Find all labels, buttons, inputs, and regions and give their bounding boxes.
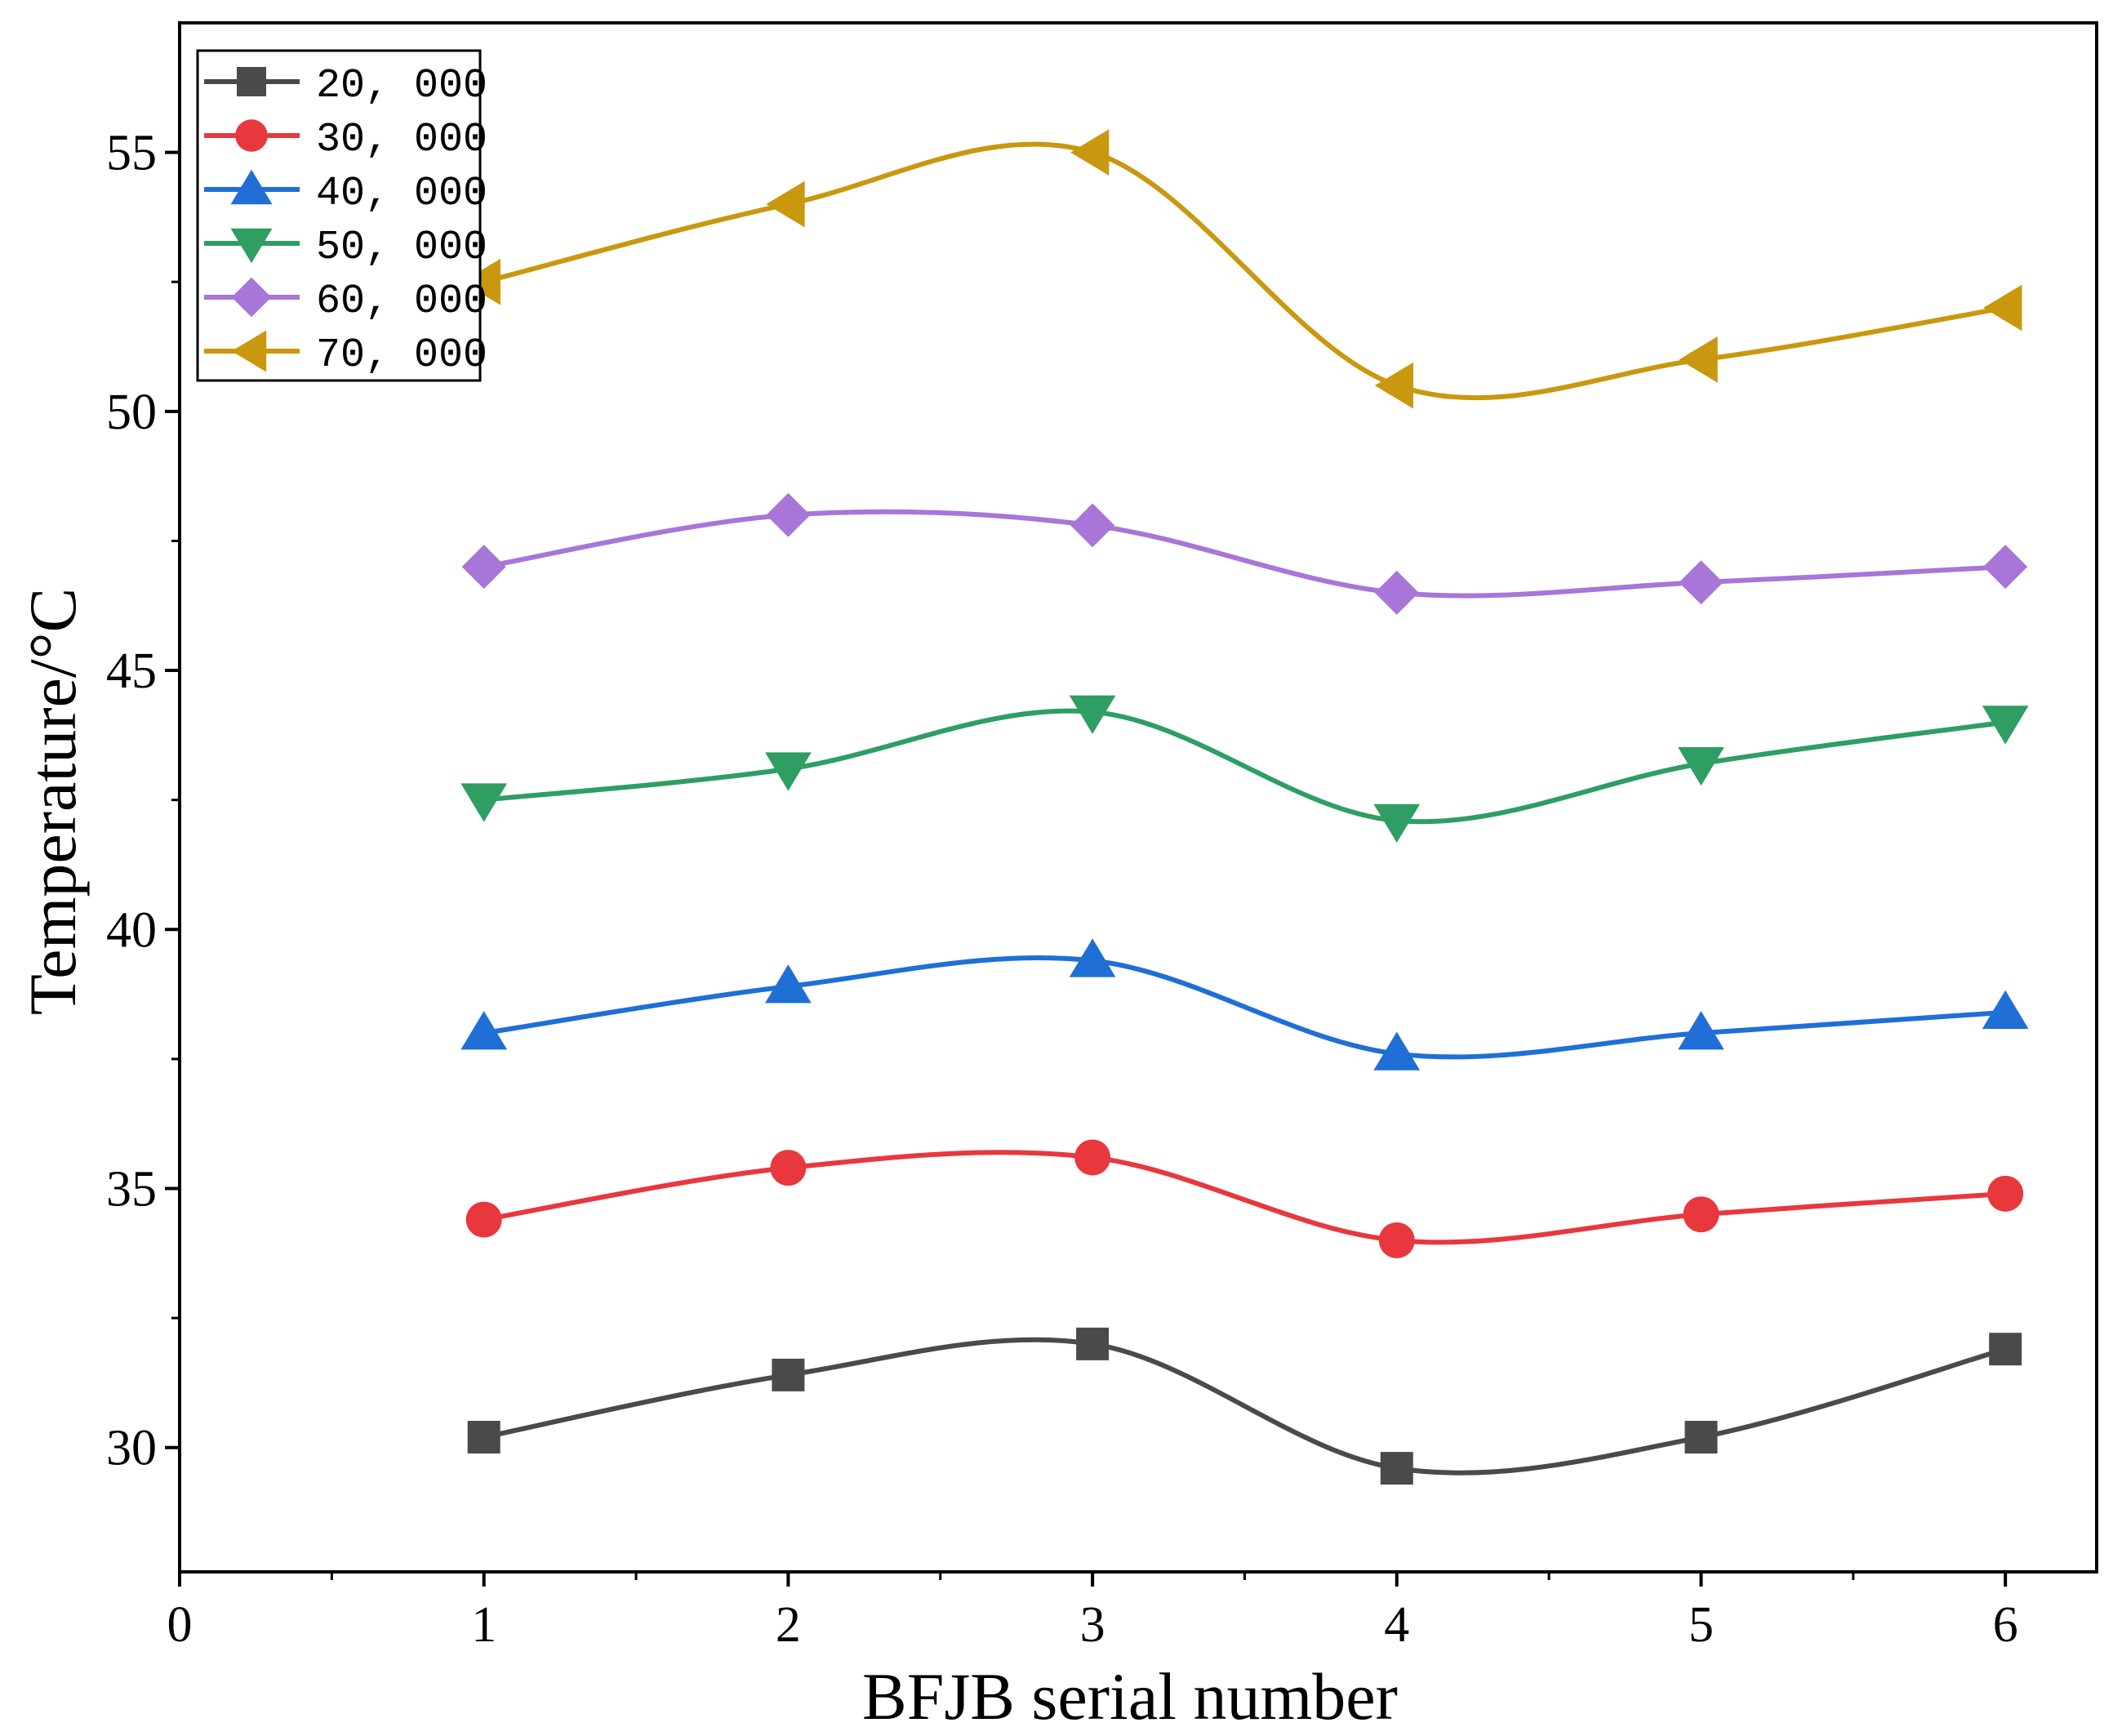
legend: 20, 000 30, 000 40, 000 50, 000 60, 000 70, 0… — [196, 49, 487, 382]
data-point — [1983, 284, 2022, 332]
series-6 — [461, 129, 2022, 409]
data-point — [1069, 695, 1116, 734]
x-axis: 0 1 2 3 4 5 6 — [167, 1572, 2018, 1653]
legend-marker — [237, 67, 266, 96]
legend-marker — [230, 228, 273, 264]
data-point — [1374, 362, 1414, 409]
data-point — [1069, 938, 1116, 977]
y-tick-label: 50 — [106, 385, 157, 440]
legend-item: 20, 000 — [204, 63, 487, 109]
legend-label: 60, 000 — [316, 278, 487, 325]
legend-label: 40, 000 — [316, 171, 487, 217]
data-point — [1070, 129, 1110, 176]
legend-marker — [231, 277, 272, 318]
x-tick-label: 5 — [1688, 1597, 1714, 1653]
series-line — [483, 509, 2006, 599]
data-point — [1989, 1333, 2022, 1366]
legend-label: 50, 000 — [316, 225, 487, 271]
data-point — [1678, 1011, 1724, 1050]
legend-label: 20, 000 — [316, 63, 487, 109]
data-point — [1679, 560, 1724, 605]
legend-label: 30, 000 — [316, 117, 487, 163]
data-point — [1374, 570, 1419, 615]
y-tick-label: 55 — [106, 126, 157, 181]
data-point — [1982, 990, 2029, 1030]
data-point — [460, 783, 508, 822]
x-tick-label: 3 — [1080, 1597, 1105, 1653]
data-point — [770, 1150, 807, 1186]
x-tick-label: 1 — [471, 1597, 496, 1653]
data-point — [1679, 336, 1718, 383]
data-point — [1373, 803, 1421, 844]
x-tick-label: 4 — [1384, 1597, 1409, 1653]
legend-marker — [231, 330, 267, 372]
data-point — [765, 964, 812, 1004]
series-line — [483, 955, 2006, 1060]
x-axis-title: BFJB serial number — [862, 1659, 1398, 1734]
legend-item: 30, 000 — [204, 117, 487, 163]
series-line — [483, 708, 2006, 825]
data-point — [460, 1011, 508, 1050]
y-axis-title: Temperature/°C — [16, 588, 90, 1015]
data-point — [1983, 545, 2028, 590]
data-point — [1070, 503, 1115, 548]
data-point — [1982, 706, 2029, 745]
series-2 — [465, 1139, 2024, 1258]
legend-item: 40, 000 — [204, 169, 487, 217]
legend-item: 60, 000 — [204, 277, 487, 325]
series-1 — [467, 1327, 2022, 1485]
legend-marker — [235, 119, 268, 152]
data-point — [1987, 1175, 2024, 1212]
data-point — [467, 1421, 500, 1454]
data-point — [1684, 1421, 1718, 1454]
data-point — [766, 492, 811, 537]
legend-marker — [230, 169, 273, 205]
legend-item: 50, 000 — [204, 225, 487, 271]
data-point — [765, 752, 812, 791]
x-tick-label: 6 — [1993, 1597, 2018, 1653]
data-point — [465, 1201, 502, 1238]
series-line — [483, 141, 2006, 401]
data-point — [461, 545, 506, 590]
data-point — [1074, 1139, 1111, 1176]
series-3 — [460, 938, 2029, 1071]
data-point — [1378, 1222, 1415, 1258]
data-point — [772, 1358, 805, 1391]
y-tick-label: 40 — [106, 902, 157, 958]
x-tick-label: 0 — [167, 1597, 193, 1653]
y-tick-label: 45 — [106, 643, 157, 699]
y-tick-label: 30 — [106, 1421, 157, 1476]
series-line — [483, 1337, 2007, 1476]
legend-item: 70, 000 — [204, 330, 487, 379]
x-tick-label: 2 — [776, 1597, 801, 1653]
legend-box — [196, 49, 482, 382]
data-point — [1380, 1452, 1413, 1485]
series-4 — [460, 695, 2029, 844]
series-5 — [461, 492, 2028, 615]
y-tick-label: 35 — [106, 1162, 157, 1217]
data-point — [1373, 1031, 1421, 1071]
y-axis: 30 35 40 45 50 55 — [106, 126, 180, 1476]
data-point — [1683, 1196, 1719, 1233]
data-point — [1678, 747, 1724, 786]
series-line — [483, 1150, 2006, 1245]
data-point — [1076, 1327, 1110, 1360]
data-point — [766, 180, 805, 228]
plot-frame — [178, 21, 2098, 1574]
legend-label: 70, 000 — [316, 332, 487, 379]
